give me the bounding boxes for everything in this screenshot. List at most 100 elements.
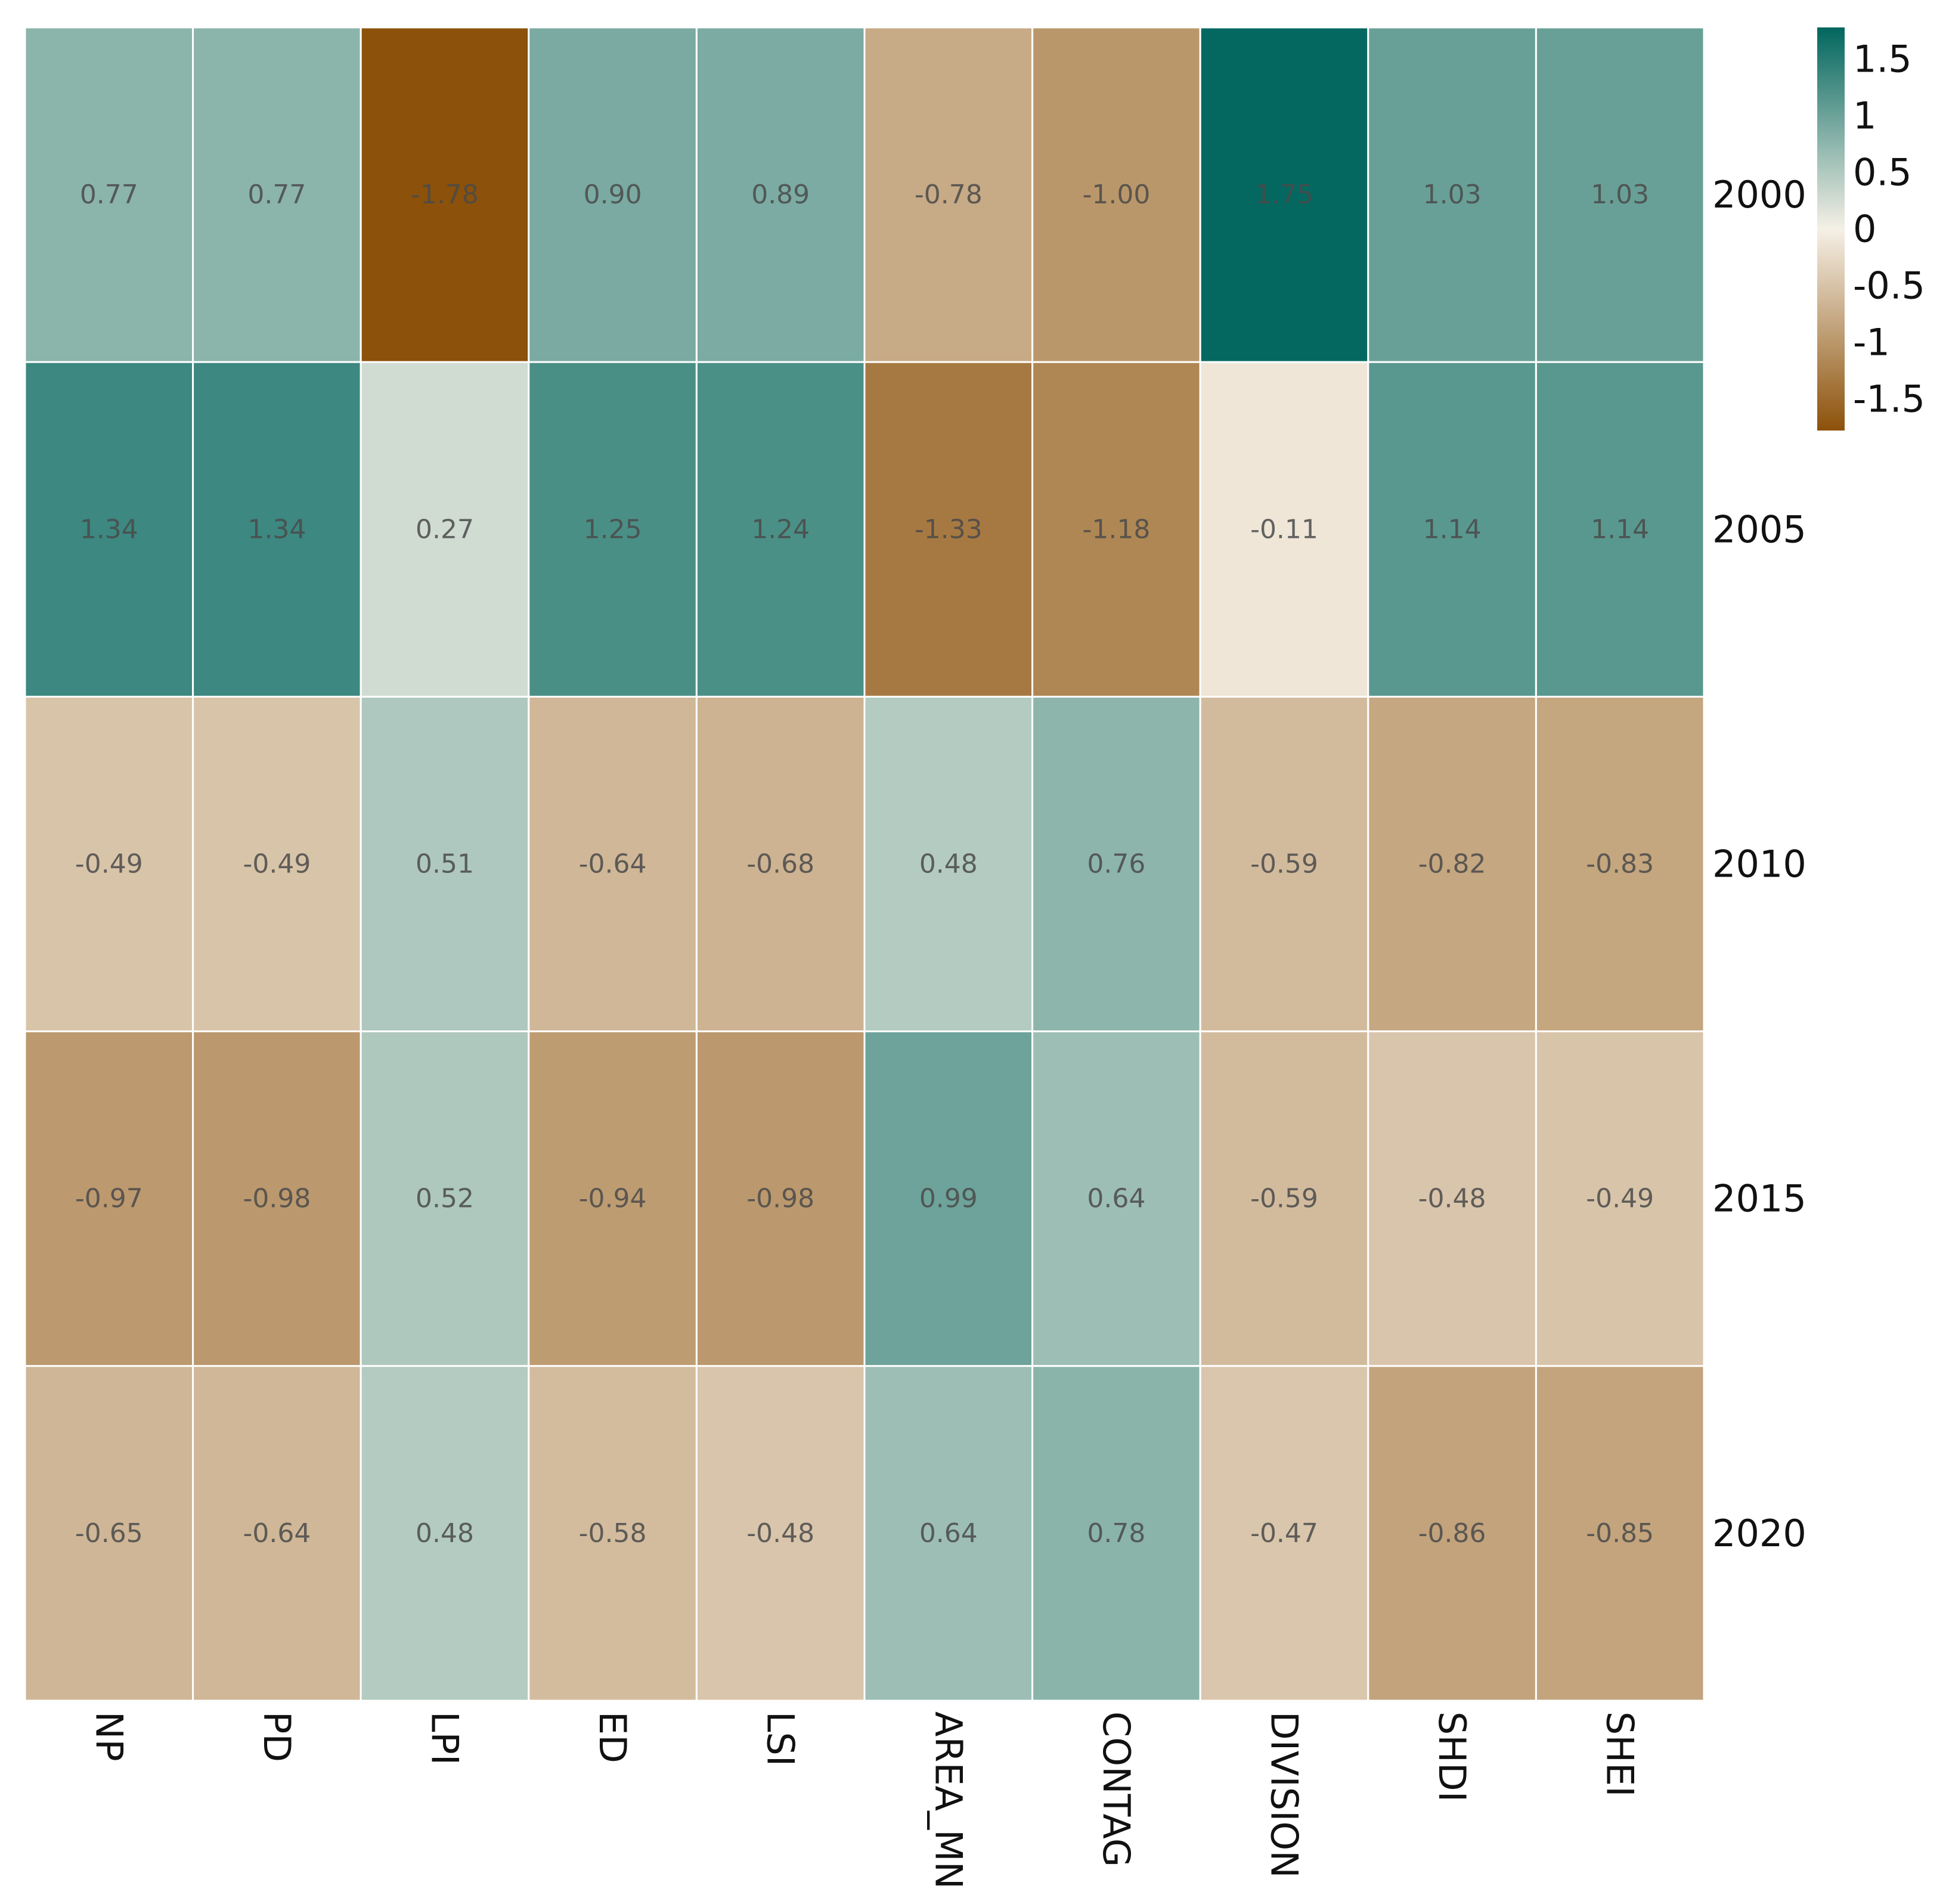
cell-value-label: -0.58 bbox=[579, 1518, 647, 1549]
heatmap-cell bbox=[360, 26, 530, 363]
cell-value-label: 1.03 bbox=[1423, 179, 1482, 210]
cell-value-label: 0.64 bbox=[1087, 1184, 1145, 1214]
color-legend: 1.5 1 0.5 0 -0.5 -1 -1.5 bbox=[1817, 27, 1925, 431]
cell-value-label: 0.48 bbox=[416, 1518, 474, 1549]
legend-tick-label: -0.5 bbox=[1853, 264, 1925, 307]
column-label: CONTAG bbox=[1095, 1711, 1138, 1867]
cell-value-label: 0.51 bbox=[416, 849, 474, 880]
cell-value-label: -0.11 bbox=[1250, 514, 1318, 544]
heatmap-cell bbox=[1367, 695, 1537, 1033]
cell-value-label: -0.48 bbox=[746, 1518, 814, 1549]
heatmap-cell bbox=[24, 695, 194, 1033]
cell-value-label: 0.77 bbox=[80, 179, 138, 210]
cell-value-label: 1.75 bbox=[1255, 179, 1313, 210]
cell-value-label: -0.47 bbox=[1250, 1518, 1318, 1549]
cell-value-label: -0.78 bbox=[915, 179, 983, 210]
heatmap-cell bbox=[1199, 1030, 1369, 1367]
cell-value-label: -0.65 bbox=[75, 1518, 143, 1549]
heatmap-cell bbox=[360, 695, 530, 1033]
row-label: 2015 bbox=[1712, 1177, 1806, 1221]
heatmap-cell bbox=[863, 361, 1034, 698]
legend-tick-label: 0.5 bbox=[1853, 151, 1912, 194]
cell-value-label: -1.00 bbox=[1082, 179, 1150, 210]
legend-tick-label: -1 bbox=[1853, 320, 1890, 364]
heatmap-cell bbox=[695, 695, 866, 1033]
heatmap-cell bbox=[1367, 361, 1537, 698]
legend-tick-label: 0 bbox=[1853, 208, 1876, 251]
cell-value-label: 0.27 bbox=[416, 514, 474, 544]
heatmap-cell bbox=[192, 695, 362, 1033]
heatmap-cell bbox=[1535, 695, 1705, 1033]
heatmap-cell bbox=[24, 1030, 194, 1367]
column-labels: NP PD LPI ED LSI AREA_MN CONTAG DIVISION SHDI SHE… bbox=[87, 1711, 1641, 1889]
column-label: SHEI bbox=[1598, 1711, 1642, 1797]
heatmap-cell bbox=[1199, 695, 1369, 1033]
cell-value-label: 0.77 bbox=[247, 179, 306, 210]
cell-value-label: 0.52 bbox=[416, 1184, 474, 1214]
heatmap-cell bbox=[1535, 1365, 1705, 1702]
heatmap-cell bbox=[863, 26, 1034, 363]
heatmap-cell bbox=[1535, 1030, 1705, 1367]
cell-value-label: -0.48 bbox=[1418, 1184, 1486, 1214]
row-labels: 2000 2005 2010 2015 2020 bbox=[1712, 173, 1806, 1555]
column-label: LPI bbox=[423, 1711, 467, 1765]
cell-value-label: -0.68 bbox=[746, 849, 814, 880]
heatmap-cell bbox=[1367, 1030, 1537, 1367]
cell-value-label: -0.86 bbox=[1418, 1518, 1486, 1549]
heatmap-cell bbox=[695, 26, 866, 363]
heatmap-cell bbox=[192, 361, 362, 698]
heatmap-cell bbox=[695, 1030, 866, 1367]
heatmap-cell bbox=[1031, 1365, 1201, 1702]
heatmap-cells bbox=[24, 26, 1705, 1702]
heatmap-cell bbox=[1367, 1365, 1537, 1702]
heatmap-cell bbox=[695, 361, 866, 698]
heatmap-cell bbox=[1031, 695, 1201, 1033]
cell-value-label: 0.89 bbox=[751, 179, 810, 210]
cell-value-label: 1.14 bbox=[1591, 514, 1649, 544]
cell-value-label: -0.49 bbox=[1586, 1184, 1654, 1214]
cell-value-label: 0.90 bbox=[584, 179, 642, 210]
cell-value-label: 0.76 bbox=[1087, 849, 1145, 880]
column-label: LSI bbox=[759, 1711, 802, 1766]
cell-value-label: 0.64 bbox=[919, 1518, 978, 1549]
legend-tick-label: -1.5 bbox=[1853, 377, 1925, 420]
cell-value-label: 1.03 bbox=[1591, 179, 1649, 210]
cell-value-label: 0.78 bbox=[1087, 1518, 1145, 1549]
heatmap-cell bbox=[1199, 26, 1369, 363]
cell-value-label: -0.94 bbox=[579, 1184, 647, 1214]
cell-value-label: -0.97 bbox=[75, 1184, 143, 1214]
heatmap-cell bbox=[1199, 1365, 1369, 1702]
heatmap-cell bbox=[192, 26, 362, 363]
heatmap-cell bbox=[360, 361, 530, 698]
cell-value-label: -0.49 bbox=[75, 849, 143, 880]
cell-value-label: -0.64 bbox=[243, 1518, 311, 1549]
cell-value-label: 0.99 bbox=[919, 1184, 978, 1214]
row-label: 2000 bbox=[1712, 173, 1806, 216]
cell-value-label: -1.18 bbox=[1082, 514, 1150, 544]
row-label: 2020 bbox=[1712, 1512, 1806, 1555]
cell-value-label: -0.49 bbox=[243, 849, 311, 880]
row-label: 2010 bbox=[1712, 843, 1806, 886]
cell-value-label: 1.34 bbox=[247, 514, 306, 544]
cell-value-label: 1.34 bbox=[80, 514, 138, 544]
cell-value-label: -0.85 bbox=[1586, 1518, 1654, 1549]
cell-value-label: -1.33 bbox=[915, 514, 983, 544]
heatmap-cell bbox=[1535, 361, 1705, 698]
cell-value-label: -0.59 bbox=[1250, 849, 1318, 880]
heatmap-cell bbox=[695, 1365, 866, 1702]
legend-tick-label: 1 bbox=[1853, 94, 1876, 138]
heatmap-cell bbox=[24, 26, 194, 363]
heatmap-cell bbox=[1031, 1030, 1201, 1367]
cell-value-label: -0.59 bbox=[1250, 1184, 1318, 1214]
heatmap-cell bbox=[1031, 361, 1201, 698]
cell-value-label: -0.64 bbox=[579, 849, 647, 880]
column-label: ED bbox=[591, 1711, 634, 1763]
column-label: AREA_MN bbox=[926, 1711, 970, 1889]
cell-value-label: -1.78 bbox=[411, 179, 479, 210]
legend-color-bar bbox=[1817, 27, 1845, 431]
heatmap-cell bbox=[1535, 26, 1705, 363]
cell-value-label: 1.25 bbox=[584, 514, 642, 544]
heatmap-cell bbox=[528, 361, 698, 698]
